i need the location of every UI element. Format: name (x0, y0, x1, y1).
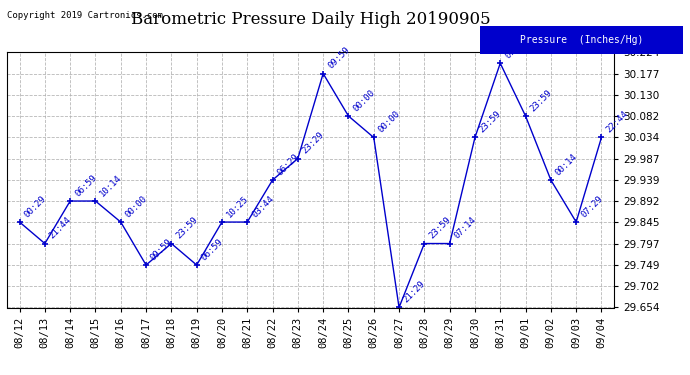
Text: 07:29: 07:29 (579, 194, 604, 219)
Text: 00:00: 00:00 (351, 88, 377, 113)
Text: 22:44: 22:44 (604, 110, 629, 135)
Text: 23:59: 23:59 (529, 88, 553, 113)
Text: 10:14: 10:14 (98, 173, 124, 198)
Text: 00:00: 00:00 (124, 194, 149, 219)
Text: 07:??: 07:?? (503, 35, 529, 60)
Text: Copyright 2019 Cartronics.com: Copyright 2019 Cartronics.com (7, 11, 163, 20)
Text: 23:29: 23:29 (301, 130, 326, 156)
Text: 23:59: 23:59 (174, 215, 199, 241)
Text: 23:59: 23:59 (477, 110, 503, 135)
Text: Barometric Pressure Daily High 20190905: Barometric Pressure Daily High 20190905 (130, 11, 491, 28)
Text: 23:59: 23:59 (427, 215, 453, 241)
Text: 07:14: 07:14 (453, 215, 477, 241)
Text: 09:59: 09:59 (326, 45, 351, 71)
Text: 06:59: 06:59 (199, 237, 225, 262)
Text: Pressure  (Inches/Hg): Pressure (Inches/Hg) (520, 35, 643, 45)
Text: 00:14: 00:14 (553, 152, 579, 177)
Text: 03:44: 03:44 (250, 194, 275, 219)
Text: 06:59: 06:59 (73, 173, 98, 198)
Text: 10:25: 10:25 (225, 194, 250, 219)
Text: 00:29: 00:29 (22, 194, 48, 219)
Text: 06:29: 06:29 (275, 152, 301, 177)
Text: 21:29: 21:29 (402, 279, 427, 305)
Text: 00:00: 00:00 (377, 110, 402, 135)
Text: 09:59: 09:59 (149, 237, 174, 262)
Text: 21:44: 21:44 (48, 215, 73, 241)
